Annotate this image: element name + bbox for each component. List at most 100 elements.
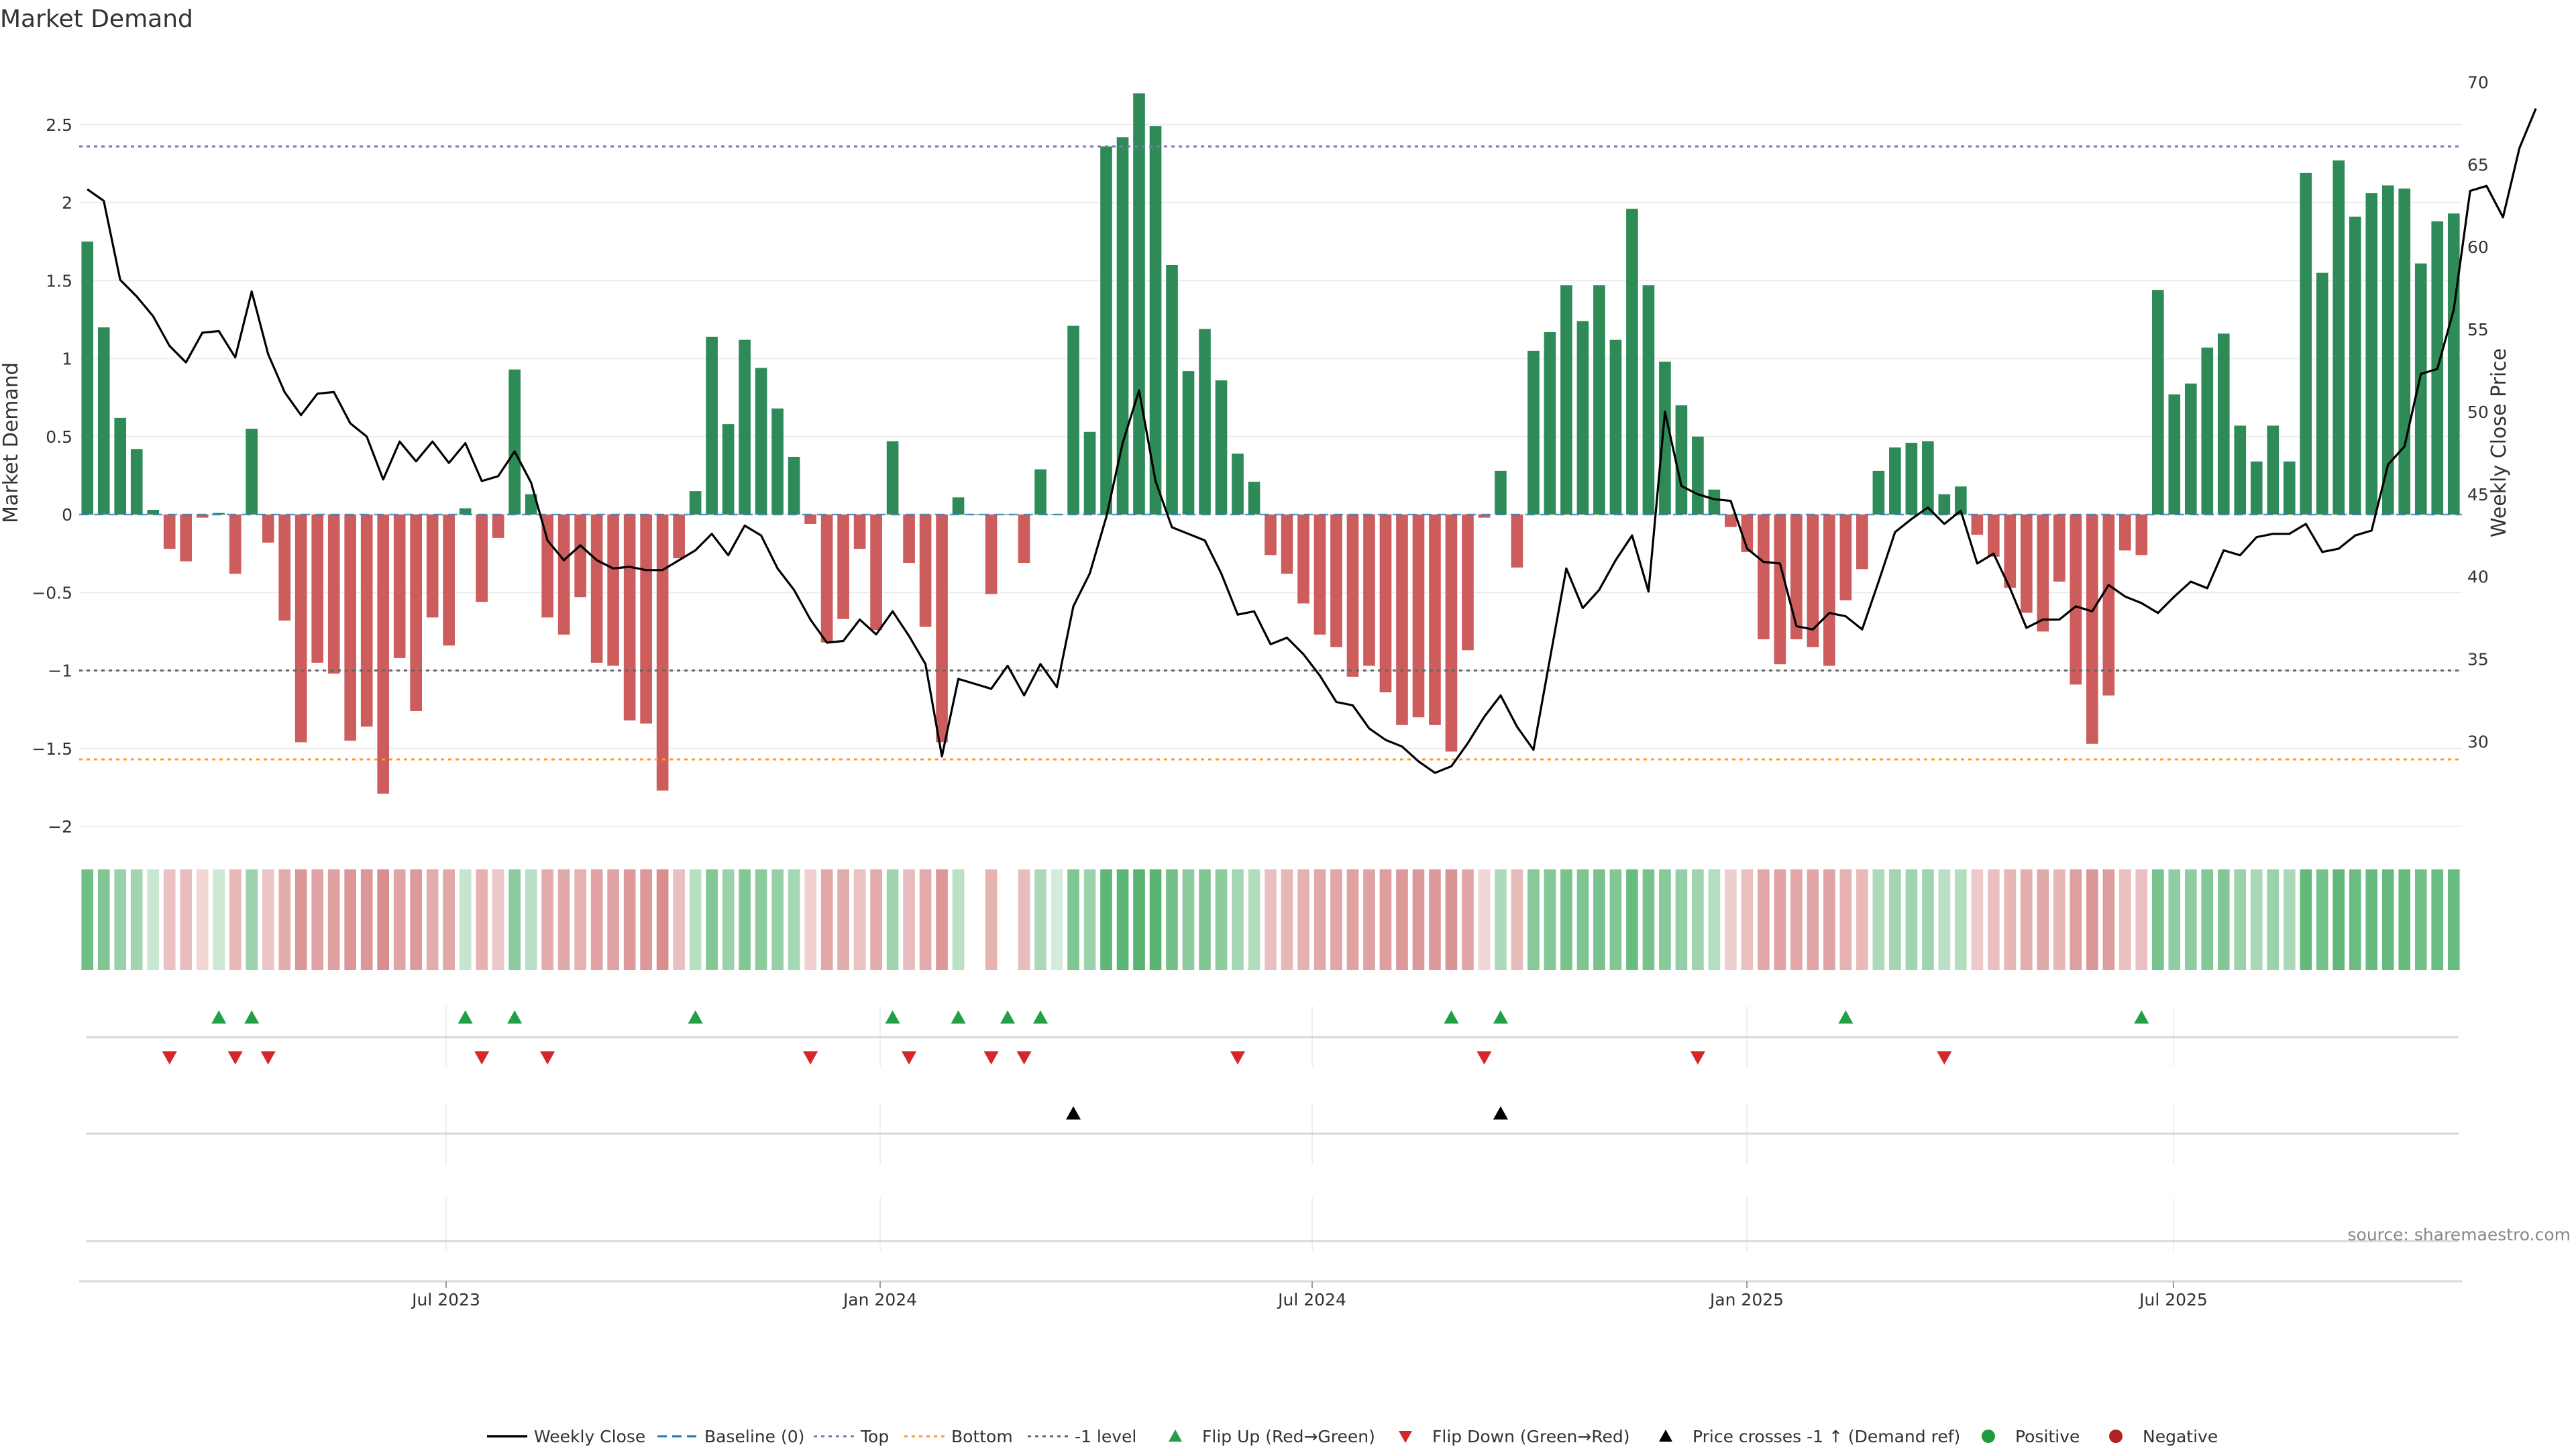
heat-strip-cell	[360, 869, 373, 970]
demand-bar	[1363, 515, 1375, 666]
y-tick-label: 0	[62, 505, 72, 525]
demand-bar	[1116, 137, 1129, 515]
heat-strip-cell	[1215, 869, 1228, 970]
flip-down-marker	[1690, 1051, 1705, 1065]
heat-strip-cell	[739, 869, 751, 970]
demand-bar	[1790, 515, 1803, 639]
legend-swatch-dot	[1982, 1430, 1995, 1443]
heat-strip-cell	[2250, 869, 2263, 970]
heat-strip-cell	[459, 869, 472, 970]
demand-bar	[1626, 209, 1638, 515]
heat-strip-cell	[1100, 869, 1112, 970]
flip-up-marker	[507, 1010, 523, 1024]
flip-down-marker	[1477, 1051, 1492, 1065]
heat-strip-cell	[476, 869, 488, 970]
heat-strip-cell	[2037, 869, 2049, 970]
demand-bar	[2135, 515, 2148, 555]
demand-bar	[1379, 515, 1392, 693]
demand-bar	[1922, 441, 1934, 515]
heat-strip-cell	[1232, 869, 1244, 970]
demand-bar	[2234, 425, 2247, 515]
demand-bar	[2250, 461, 2263, 515]
heat-strip-cell	[2300, 869, 2312, 970]
heat-strip-cell	[2201, 869, 2214, 970]
y2-tick-label: 35	[2467, 650, 2489, 669]
demand-bar	[804, 515, 816, 524]
demand-bar	[640, 515, 652, 724]
heat-strip-cell	[2119, 869, 2131, 970]
y2-tick-label: 70	[2467, 72, 2489, 92]
demand-bar	[722, 424, 735, 515]
heat-strip-cell	[1429, 869, 1441, 970]
demand-bar	[557, 515, 570, 635]
demand-bar	[1149, 126, 1162, 515]
demand-bar	[919, 515, 932, 627]
heat-strip-cell	[1511, 869, 1523, 970]
flip-down-marker	[902, 1051, 917, 1065]
heat-strip-cell	[1955, 869, 1967, 970]
demand-bar	[2151, 290, 2164, 515]
heat-strip-cell	[1593, 869, 1605, 970]
heat-strip-cell	[2234, 869, 2247, 970]
flip-up-marker	[211, 1010, 227, 1024]
demand-bar	[2086, 515, 2098, 744]
flip-up-marker	[1493, 1010, 1508, 1024]
x-tick-label: Jul 2024	[1277, 1290, 1346, 1309]
flip-up-marker	[2134, 1010, 2149, 1024]
legend-label: Flip Up (Red→Green)	[1202, 1427, 1375, 1446]
demand-bar	[2300, 172, 2312, 515]
x-tick-label: Jan 2024	[842, 1290, 917, 1309]
heat-strip-cell	[2102, 869, 2115, 970]
y-axis-label: Market Demand	[0, 362, 23, 523]
heat-strip-cell	[656, 869, 669, 970]
legend-item: Positive	[1982, 1427, 2080, 1446]
legend-item: Weekly Close	[487, 1427, 645, 1446]
demand-bar	[837, 515, 849, 619]
heat-strip-cell	[2070, 869, 2082, 970]
demand-bar	[1807, 515, 1819, 647]
heat-strip-cell	[2021, 869, 2033, 970]
heat-strip-cell	[525, 869, 537, 970]
demand-bar	[1675, 405, 1688, 515]
demand-bar	[246, 429, 258, 515]
heat-strip-cell	[1281, 869, 1293, 970]
legend-label: Negative	[2143, 1427, 2218, 1446]
demand-bar	[1708, 489, 1721, 515]
demand-bar	[1609, 339, 1622, 515]
heat-strip-cell	[1379, 869, 1392, 970]
demand-bar	[459, 508, 472, 515]
demand-bar	[508, 369, 521, 515]
flip-down-marker	[540, 1051, 555, 1065]
heat-strip-cell	[426, 869, 439, 970]
demand-bars	[81, 93, 2460, 794]
y2-tick-label: 65	[2467, 155, 2489, 174]
heat-strip-cell	[886, 869, 899, 970]
demand-bar	[229, 515, 241, 574]
demand-bar	[1330, 515, 1342, 647]
demand-bar	[2283, 461, 2296, 515]
demand-bar	[278, 515, 291, 621]
demand-bar	[2332, 160, 2345, 515]
demand-bar	[1889, 447, 1901, 515]
demand-bar	[2365, 193, 2378, 515]
heat-strip-cell	[97, 869, 110, 970]
demand-bar	[886, 441, 899, 515]
y2-axis-label: Weekly Close Price	[2487, 348, 2511, 537]
heat-strip-cell	[1856, 869, 1868, 970]
demand-bar	[853, 515, 866, 549]
demand-bar	[1511, 515, 1523, 568]
heat-strip-cell	[1544, 869, 1556, 970]
demand-bar	[1527, 350, 1540, 515]
demand-bar	[2217, 333, 2230, 515]
heat-strip-cell	[1988, 869, 2000, 970]
demand-bar	[673, 515, 685, 559]
demand-bar	[1232, 453, 1244, 515]
heat-strip-cell	[1166, 869, 1178, 970]
demand-bar	[2316, 272, 2328, 515]
heat-strip-cell	[1642, 869, 1655, 970]
y-tick-label: 1.5	[46, 271, 72, 290]
heat-strip-cell	[771, 869, 784, 970]
y-tick-label: −1.5	[32, 739, 72, 759]
demand-bar	[1988, 515, 2000, 557]
heat-strip-cell	[919, 869, 932, 970]
